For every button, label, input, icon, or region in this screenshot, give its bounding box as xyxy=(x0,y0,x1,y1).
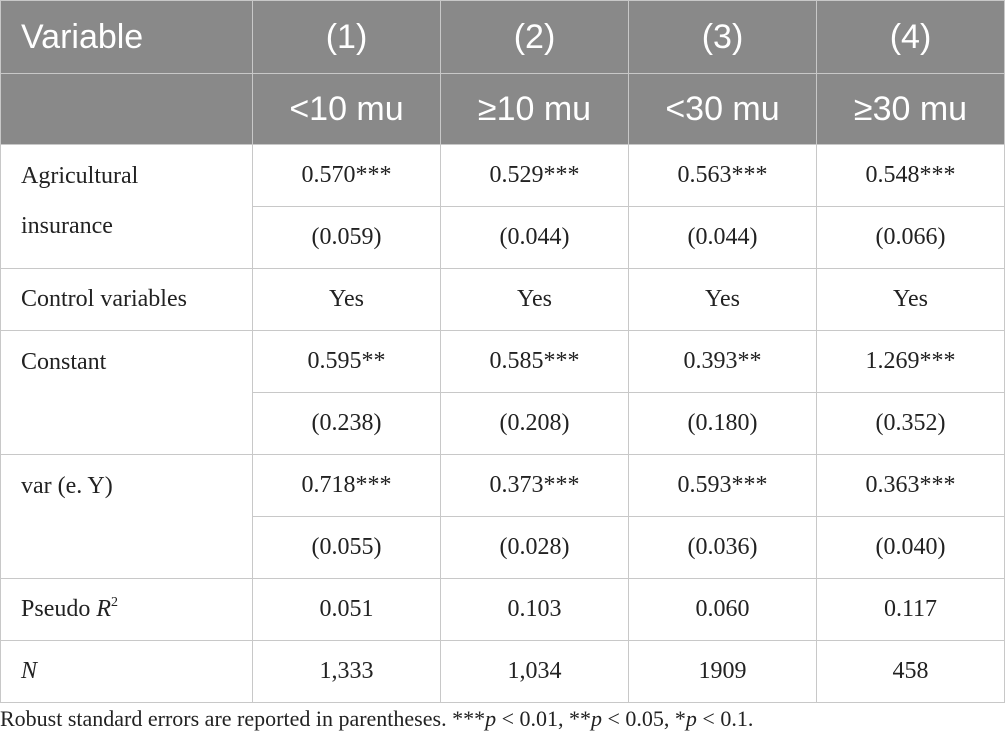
constant-coef-3: 0.393** xyxy=(628,330,817,393)
footnote-t1: < 0.01, ** xyxy=(496,706,591,731)
header-group-2: ≥10 mu xyxy=(440,73,629,145)
row-var-ey-se: (0.055) (0.028) (0.036) (0.040) xyxy=(1,516,1005,579)
footnote-p1: p xyxy=(485,706,497,731)
constant-coef-1: 0.595** xyxy=(252,330,441,393)
row-constant-coef: Constant 0.595** 0.585*** 0.393** 1.269*… xyxy=(0,330,1005,455)
header-row-groups: <10 mu ≥10 mu <30 mu ≥30 mu xyxy=(0,73,1005,145)
pseudo-r2-1: 0.051 xyxy=(252,578,441,641)
regression-table: Variable (1) (2) (3) (4) <10 mu ≥10 mu <… xyxy=(0,0,1005,703)
controls-1: Yes xyxy=(252,268,441,331)
constant-se-2: (0.208) xyxy=(440,392,629,455)
agri-insurance-se-1: (0.059) xyxy=(252,206,441,269)
label-agri-insurance-line1: Agricultural xyxy=(21,163,139,189)
var-ey-coef-4: 0.363*** xyxy=(816,454,1005,517)
row-constant-se: (0.238) (0.208) (0.180) (0.352) xyxy=(1,392,1005,455)
header-group-1: <10 mu xyxy=(252,73,441,145)
var-ey-se-1: (0.055) xyxy=(252,516,441,579)
header-model-4: (4) xyxy=(816,0,1005,74)
footnote-p2: p xyxy=(591,706,602,731)
header-model-3: (3) xyxy=(628,0,817,74)
constant-coef-2: 0.585*** xyxy=(440,330,629,393)
label-pseudo-r2-prefix: Pseudo xyxy=(21,596,97,622)
header-group-4: ≥30 mu xyxy=(816,73,1005,145)
label-constant: Constant xyxy=(0,330,253,455)
n-3: 1909 xyxy=(628,640,817,703)
table-footnote: Robust standard errors are reported in p… xyxy=(0,706,1005,732)
label-var-ey-text: var (e. Y) xyxy=(21,473,113,499)
constant-se-4: (0.352) xyxy=(816,392,1005,455)
agri-insurance-coef-2: 0.529*** xyxy=(440,144,629,207)
row-pseudo-r2: Pseudo R2 0.051 0.103 0.060 0.117 xyxy=(0,578,1005,641)
header-model-2: (2) xyxy=(440,0,629,74)
constant-se-3: (0.180) xyxy=(628,392,817,455)
label-agri-insurance-line2: insurance xyxy=(21,213,113,239)
label-n: N xyxy=(0,640,253,703)
label-pseudo-r2: Pseudo R2 xyxy=(0,578,253,641)
header-variable: Variable xyxy=(0,0,253,74)
pseudo-r2-4: 0.117 xyxy=(816,578,1005,641)
label-pseudo-r2-sup: 2 xyxy=(111,595,119,610)
var-ey-se-3: (0.036) xyxy=(628,516,817,579)
pseudo-r2-3: 0.060 xyxy=(628,578,817,641)
header-model-1: (1) xyxy=(252,0,441,74)
footnote-t2: < 0.05, * xyxy=(602,706,686,731)
agri-insurance-coef-4: 0.548*** xyxy=(816,144,1005,207)
header-row-models: Variable (1) (2) (3) (4) xyxy=(0,0,1005,74)
footnote-t3: < 0.1. xyxy=(696,706,754,731)
var-ey-coef-3: 0.593*** xyxy=(628,454,817,517)
label-constant-text: Constant xyxy=(21,349,107,375)
agri-insurance-se-3: (0.044) xyxy=(628,206,817,269)
constant-se-1: (0.238) xyxy=(252,392,441,455)
regression-table-container: Variable (1) (2) (3) (4) <10 mu ≥10 mu <… xyxy=(0,0,1005,703)
n-4: 458 xyxy=(816,640,1005,703)
label-var-ey: var (e. Y) xyxy=(0,454,253,579)
var-ey-se-2: (0.028) xyxy=(440,516,629,579)
var-ey-coef-1: 0.718*** xyxy=(252,454,441,517)
footnote-p3: p xyxy=(685,706,697,731)
row-control-variables: Control variables Yes Yes Yes Yes xyxy=(0,268,1005,331)
label-agri-insurance: Agricultural insurance xyxy=(0,144,253,269)
agri-insurance-coef-3: 0.563*** xyxy=(628,144,817,207)
agri-insurance-coef-1: 0.570*** xyxy=(252,144,441,207)
agri-insurance-se-4: (0.066) xyxy=(816,206,1005,269)
row-agri-insurance-coef: Agricultural insurance 0.570*** 0.529***… xyxy=(0,144,1005,269)
var-ey-coef-2: 0.373*** xyxy=(440,454,629,517)
header-group-3: <30 mu xyxy=(628,73,817,145)
footnote-start: Robust standard errors are reported in p… xyxy=(0,706,486,731)
label-pseudo-r2-symbol: R xyxy=(96,596,112,622)
agri-insurance-se-2: (0.044) xyxy=(440,206,629,269)
row-var-ey-coef: var (e. Y) 0.718*** 0.373*** 0.593*** 0.… xyxy=(0,454,1005,579)
controls-3: Yes xyxy=(628,268,817,331)
n-2: 1,034 xyxy=(440,640,629,703)
header-blank xyxy=(0,73,253,145)
constant-coef-4: 1.269*** xyxy=(816,330,1005,393)
row-n: N 1,333 1,034 1909 458 xyxy=(0,640,1005,703)
var-ey-se-4: (0.040) xyxy=(816,516,1005,579)
pseudo-r2-2: 0.103 xyxy=(440,578,629,641)
n-1: 1,333 xyxy=(252,640,441,703)
controls-2: Yes xyxy=(440,268,629,331)
controls-4: Yes xyxy=(816,268,1005,331)
label-control-variables: Control variables xyxy=(0,268,253,331)
